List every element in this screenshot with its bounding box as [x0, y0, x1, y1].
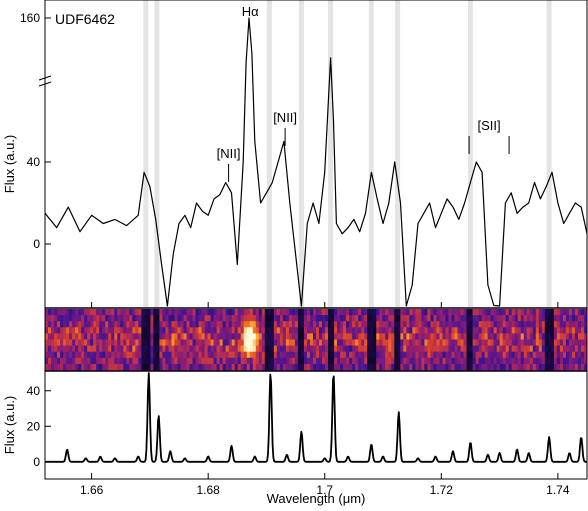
- sky-plot-area: [45, 371, 587, 479]
- spectrum-series-line: [44, 17, 588, 307]
- 2d-spectrum-panel: [45, 309, 588, 371]
- spectrum-panel: 0 40 160 UDF6462 Flux (a.u.) Hα [NII] [NII] […: [2, 0, 588, 308]
- y-tick-label: 40: [27, 155, 41, 169]
- x-tick-label: 1.7: [316, 483, 333, 497]
- 2d-spectrum-heatmap: [45, 309, 588, 371]
- x-tick-label: 1.72: [430, 483, 454, 497]
- line-annotations: Hα [NII] [NII] [SII]: [217, 4, 510, 182]
- sky-x-ticks: 1.66 1.68 1.7 1.72 1.74: [80, 473, 570, 497]
- x-tick-label: 1.68: [197, 483, 221, 497]
- sky-series-line: [44, 372, 588, 463]
- y-tick-label: 40: [27, 384, 41, 398]
- spectrum-y-ticks: 0 40 160: [20, 11, 51, 251]
- spectrum-x-ticks: [91, 302, 559, 308]
- figure-frame: [44, 0, 588, 480]
- y-tick-label: 160: [20, 11, 40, 25]
- skyline-band: [395, 0, 401, 308]
- y-tick-label: 20: [27, 419, 41, 433]
- y-tick-label: 0: [33, 455, 40, 469]
- spectrum-plot-area: [45, 0, 587, 308]
- x-axis-label: Wavelength (μm): [267, 491, 366, 506]
- skyline-bands: [143, 0, 552, 308]
- skyline-band: [266, 0, 272, 308]
- skyline-band: [298, 0, 304, 308]
- skyline-band: [328, 0, 334, 308]
- x-tick-label: 1.66: [80, 483, 104, 497]
- skyline-band: [467, 0, 473, 308]
- sky-spectrum-panel: 0 20 40 1.66 1.68 1.7 1.72 1.74 Flux (a.u.) Wa…: [2, 371, 588, 506]
- sky-y-ticks: 0 20 40: [27, 384, 51, 469]
- line-label: [NII]: [273, 110, 297, 125]
- skyline-band: [143, 0, 149, 308]
- line-label: Hα: [242, 4, 259, 19]
- skyline-band: [368, 0, 374, 308]
- sky-y-axis-label: Flux (a.u.): [2, 396, 17, 455]
- spectrum-y-axis-label: Flux (a.u.): [2, 135, 17, 194]
- object-label: UDF6462: [55, 11, 115, 27]
- y-tick-label: 0: [33, 237, 40, 251]
- skyline-band: [546, 0, 552, 308]
- x-tick-label: 1.74: [546, 483, 570, 497]
- line-label: [NII]: [217, 146, 241, 161]
- skyline-band: [154, 0, 160, 308]
- line-label: [SII]: [478, 118, 501, 133]
